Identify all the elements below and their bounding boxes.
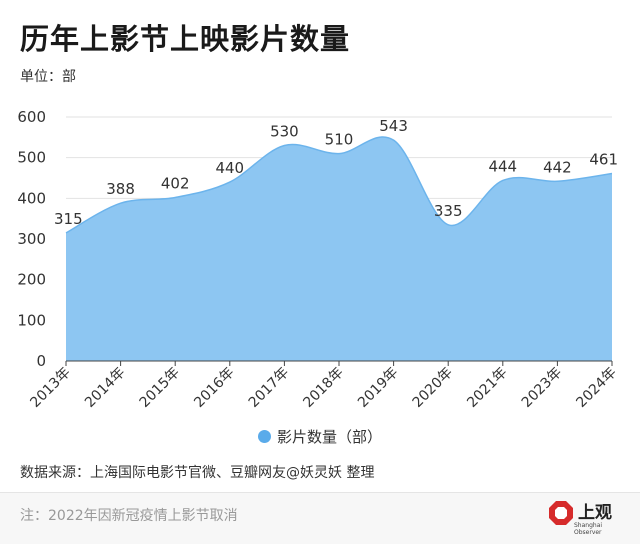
y-tick-label: 400 — [17, 189, 46, 207]
data-label: 335 — [434, 202, 463, 220]
x-tick-label: 2015年 — [137, 365, 183, 411]
data-label: 543 — [379, 117, 408, 135]
data-label: 444 — [488, 157, 517, 175]
y-tick-label: 200 — [17, 271, 46, 289]
data-label: 442 — [543, 158, 572, 176]
data-source: 数据来源：上海国际电影节官微、豆瓣网友@妖灵妖 整理 — [20, 465, 375, 481]
legend-label: 影片数量（部） — [276, 428, 382, 446]
y-tick-label: 500 — [17, 149, 46, 167]
footer-band — [0, 493, 640, 544]
data-label: 440 — [215, 159, 244, 177]
data-label: 402 — [161, 175, 190, 193]
series-line — [65, 136, 613, 234]
x-tick-label: 2018年 — [300, 365, 346, 411]
x-tick-label: 2013年 — [27, 365, 73, 411]
logo-subtitle: Shanghai Observer — [574, 522, 603, 536]
shanghai-observer-logo: 上观 Shanghai Observer — [548, 498, 618, 536]
x-tick-label: 2020年 — [410, 365, 456, 411]
x-tick-label: 2023年 — [519, 365, 565, 411]
y-tick-label: 0 — [36, 352, 46, 370]
data-label: 388 — [106, 180, 135, 198]
y-tick-label: 300 — [17, 230, 46, 248]
x-tick-label: 2021年 — [464, 365, 510, 411]
footer-divider — [0, 492, 640, 493]
footnote: 注：2022年因新冠疫情上影节取消 — [20, 508, 238, 524]
unit-label: 单位：部 — [20, 69, 76, 85]
x-tick-label: 2019年 — [355, 365, 401, 411]
logo-text: 上观 — [578, 503, 612, 523]
y-tick-label: 600 — [17, 108, 46, 126]
x-tick-label: 2014年 — [82, 365, 128, 411]
x-tick-label: 2016年 — [191, 365, 237, 411]
y-tick-label: 100 — [17, 311, 46, 329]
x-tick-label: 2017年 — [246, 365, 292, 411]
logo-icon — [549, 501, 573, 525]
data-label: 530 — [270, 122, 299, 140]
data-label: 315 — [54, 210, 83, 228]
legend-swatch — [257, 430, 271, 443]
series-area — [66, 136, 612, 361]
x-tick-label: 2024年 — [573, 365, 619, 411]
data-label: 461 — [589, 151, 618, 169]
data-label: 510 — [325, 131, 354, 149]
chart-title: 历年上影节上映影片数量 — [20, 22, 351, 56]
legend: 影片数量（部） — [0, 426, 640, 447]
